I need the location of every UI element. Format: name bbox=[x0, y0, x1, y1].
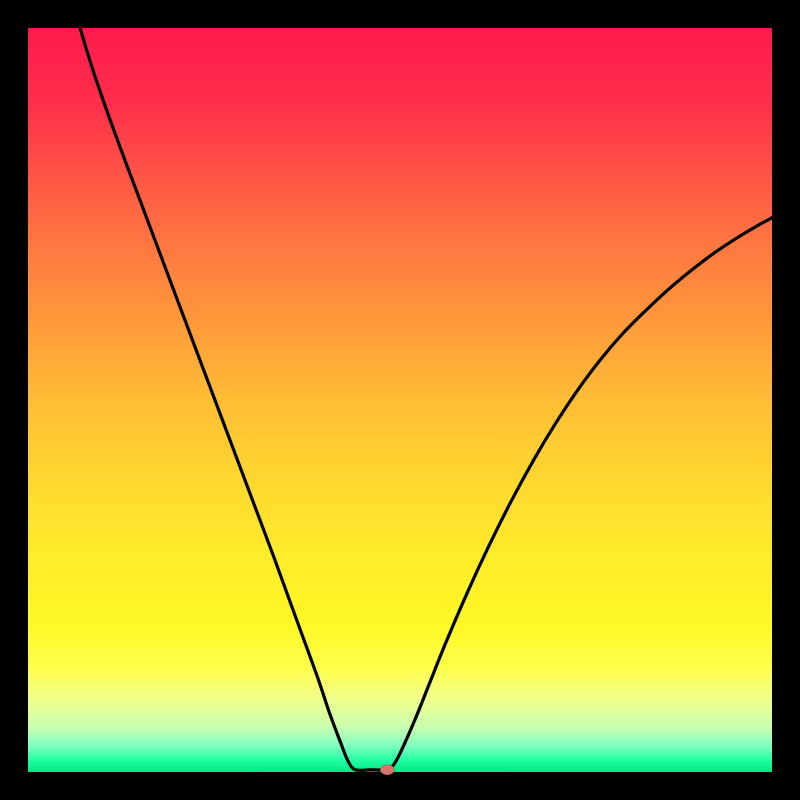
bottleneck-chart bbox=[0, 0, 800, 800]
optimal-point-marker bbox=[380, 765, 394, 775]
plot-background bbox=[28, 28, 772, 772]
chart-container: TheBottleneck.com bbox=[0, 0, 800, 800]
